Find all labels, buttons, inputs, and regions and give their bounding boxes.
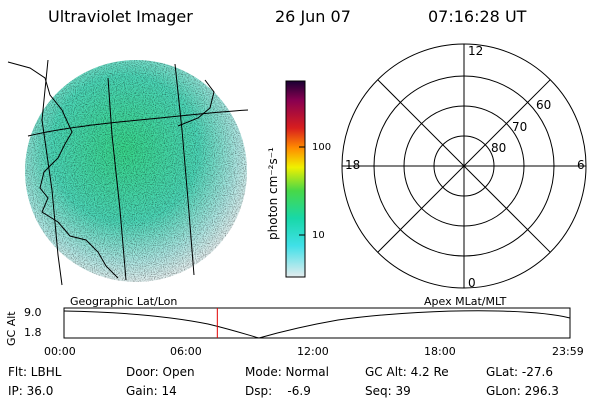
lat-label-60: 60 [536,98,552,112]
coastline [7,61,215,279]
lat-label-70: 70 [512,120,528,134]
colorbar-tick-100: 100 [312,142,332,153]
seq-info: Seq: 39 [365,384,411,398]
polar-grid [341,43,587,289]
mlt-label-0: 0 [468,276,476,290]
glat-info: GLat: -27.6 [486,365,553,379]
orbit-timeline-plot [63,307,571,339]
mode-info: Mode: Normal [245,365,329,379]
timeline-y-axis-label: GC Alt [5,311,18,346]
date-label: 26 Jun 07 [275,7,351,26]
colorbar-units-label: photon cm⁻²s⁻¹ [266,147,280,240]
timeline-x-tick-1200: 12:00 [297,345,329,358]
mlt-label-12: 12 [468,44,484,58]
gain-info: Gain: 14 [126,384,177,398]
timeline-left-title: Geographic Lat/Lon [70,295,178,308]
mlt-label-18: 18 [345,158,361,172]
altitude-curve [63,310,571,339]
lat-label-80: 80 [491,141,507,155]
filter-info: Flt: LBHL [8,365,62,379]
instrument-title: Ultraviolet Imager [48,7,193,26]
timeline-x-tick-2359: 23:59 [552,345,584,358]
colorbar-tick-10: 10 [312,230,325,241]
ip-info: IP: 36.0 [8,384,54,398]
time-label: 07:16:28 UT [428,7,527,26]
dsp-info: Dsp: -6.9 [245,384,311,398]
door-info: Door: Open [126,365,195,379]
timeline-x-tick-1800: 18:00 [424,345,456,358]
timeline-y-tick-low: 1.8 [24,326,42,339]
uv-image-panel [7,59,249,286]
gc-alt-info: GC Alt: 4.2 Re [365,365,449,379]
timeline-right-title: Apex MLat/MLT [424,295,507,308]
color-scale-bar [285,80,306,278]
mlt-label-6: 6 [577,158,585,172]
timeline-y-tick-high: 9.0 [24,306,42,319]
timeline-x-tick-0600: 06:00 [170,345,202,358]
timeline-x-tick-0000: 00:00 [44,345,76,358]
map-grid-lines [27,59,249,286]
glon-info: GLon: 296.3 [486,384,559,398]
